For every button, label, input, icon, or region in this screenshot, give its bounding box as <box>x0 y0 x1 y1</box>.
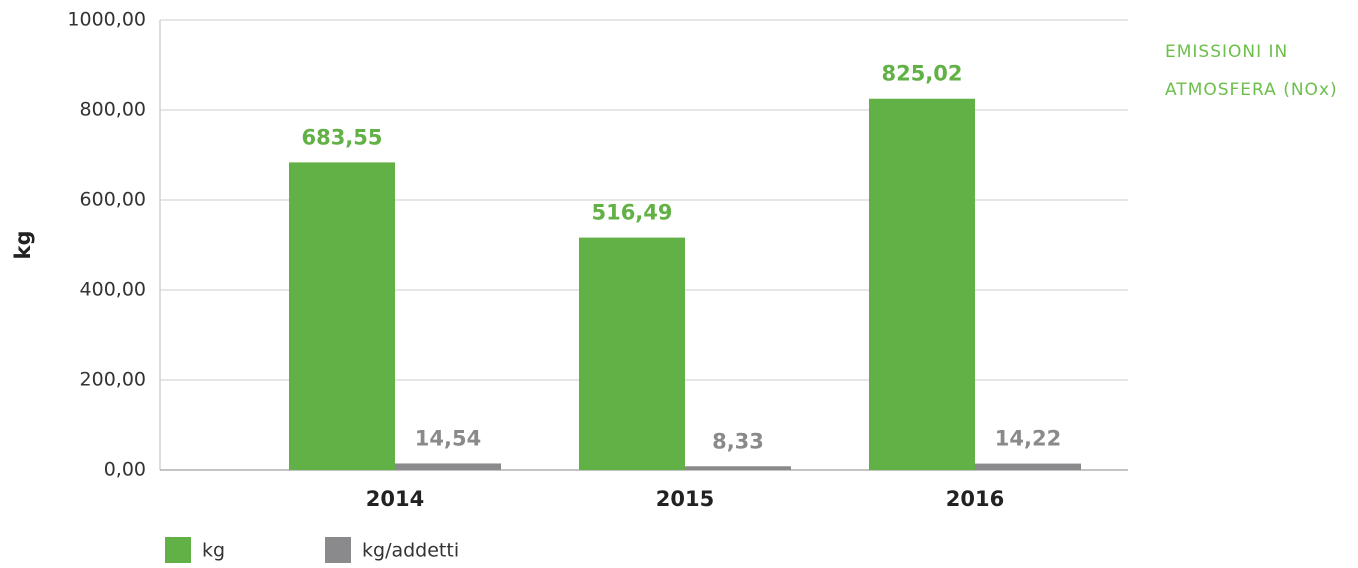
bar <box>579 237 685 470</box>
bar <box>869 98 975 470</box>
y-tick-label: 800,00 <box>80 99 146 121</box>
x-tick-label: 2016 <box>946 487 1004 511</box>
legend-swatch <box>325 537 351 563</box>
annotation: EMISSIONI IN <box>1165 42 1288 62</box>
x-tick-label: 2015 <box>656 487 714 511</box>
bar <box>289 162 395 470</box>
data-label: 825,02 <box>881 62 962 86</box>
legend-label: kg/addetti <box>362 540 459 562</box>
data-label: 8,33 <box>712 429 764 453</box>
legend-swatch <box>165 537 191 563</box>
bar <box>685 466 791 470</box>
annotation: ATMOSFERA (NOx) <box>1165 80 1338 100</box>
y-tick-label: 200,00 <box>80 369 146 391</box>
data-label: 683,55 <box>301 125 382 149</box>
bar <box>395 463 501 470</box>
data-label: 14,22 <box>995 427 1061 451</box>
y-axis-label: kg <box>11 231 35 260</box>
data-label: 14,54 <box>415 426 481 450</box>
bar <box>975 463 1081 470</box>
y-tick-label: 400,00 <box>80 279 146 301</box>
y-tick-label: 600,00 <box>80 189 146 211</box>
data-label: 516,49 <box>591 201 672 225</box>
legend-label: kg <box>202 540 225 562</box>
y-tick-label: 1000,00 <box>67 9 146 31</box>
x-tick-label: 2014 <box>366 487 424 511</box>
y-tick-label: 0,00 <box>104 459 146 481</box>
